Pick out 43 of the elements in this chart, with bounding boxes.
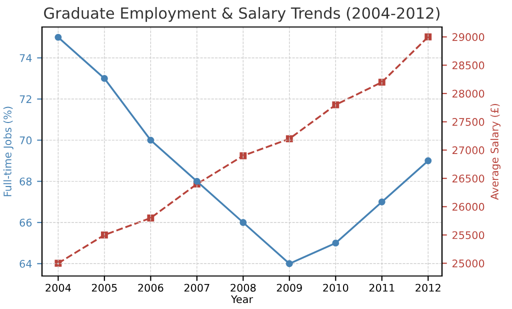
y2-tick-label: 26000: [452, 202, 484, 211]
point: [193, 178, 200, 185]
y2-tick-label: 28000: [452, 90, 484, 98]
x-tick-label: 2007: [184, 284, 210, 292]
point: [286, 260, 293, 268]
x-tick-label: 2009: [276, 284, 302, 292]
x-tick-label: 2005: [92, 284, 117, 292]
chart-title: Graduate Employment & Salary Trends (2004-2012): [44, 7, 440, 22]
point: [54, 34, 62, 41]
point: [147, 214, 154, 222]
point: [240, 152, 247, 160]
y-tick-label: 72: [20, 95, 32, 103]
x-tick-label: 2012: [416, 284, 440, 292]
y2-tick-label: 28500: [452, 61, 484, 70]
point: [424, 33, 432, 40]
point: [332, 101, 340, 108]
x-axis-title: Year: [230, 295, 254, 304]
y2-tick-label: 27000: [452, 146, 484, 154]
y2-tick-label: 29000: [452, 33, 484, 42]
y-tick-label: 64: [20, 260, 32, 268]
x-tick-label: 2010: [323, 284, 348, 292]
y2-axis-title: Average Salary (£): [490, 104, 500, 200]
point: [378, 198, 386, 206]
point: [100, 74, 108, 82]
point: [100, 232, 108, 238]
y-tick-label: 70: [20, 136, 32, 144]
point: [240, 219, 247, 226]
x-tick-label: 2008: [230, 284, 256, 292]
y2-tick-label: 27500: [452, 118, 484, 126]
y-tick-label: 68: [20, 178, 32, 186]
y-tick-label: 74: [20, 54, 32, 62]
x-tick-label: 2004: [46, 284, 71, 292]
point: [332, 240, 340, 247]
y2-tick-label: 25000: [452, 259, 484, 268]
y-tick-label: 66: [20, 218, 32, 227]
x-tick-label: 2011: [369, 284, 394, 292]
point: [424, 157, 432, 164]
y2-tick-label: 25500: [452, 231, 484, 240]
x-tick-label: 2006: [138, 284, 164, 292]
y2-tick-label: 26500: [452, 174, 484, 182]
point: [378, 78, 386, 86]
point: [147, 136, 154, 144]
y-axis-title: Full-time Jobs (%): [3, 106, 14, 196]
